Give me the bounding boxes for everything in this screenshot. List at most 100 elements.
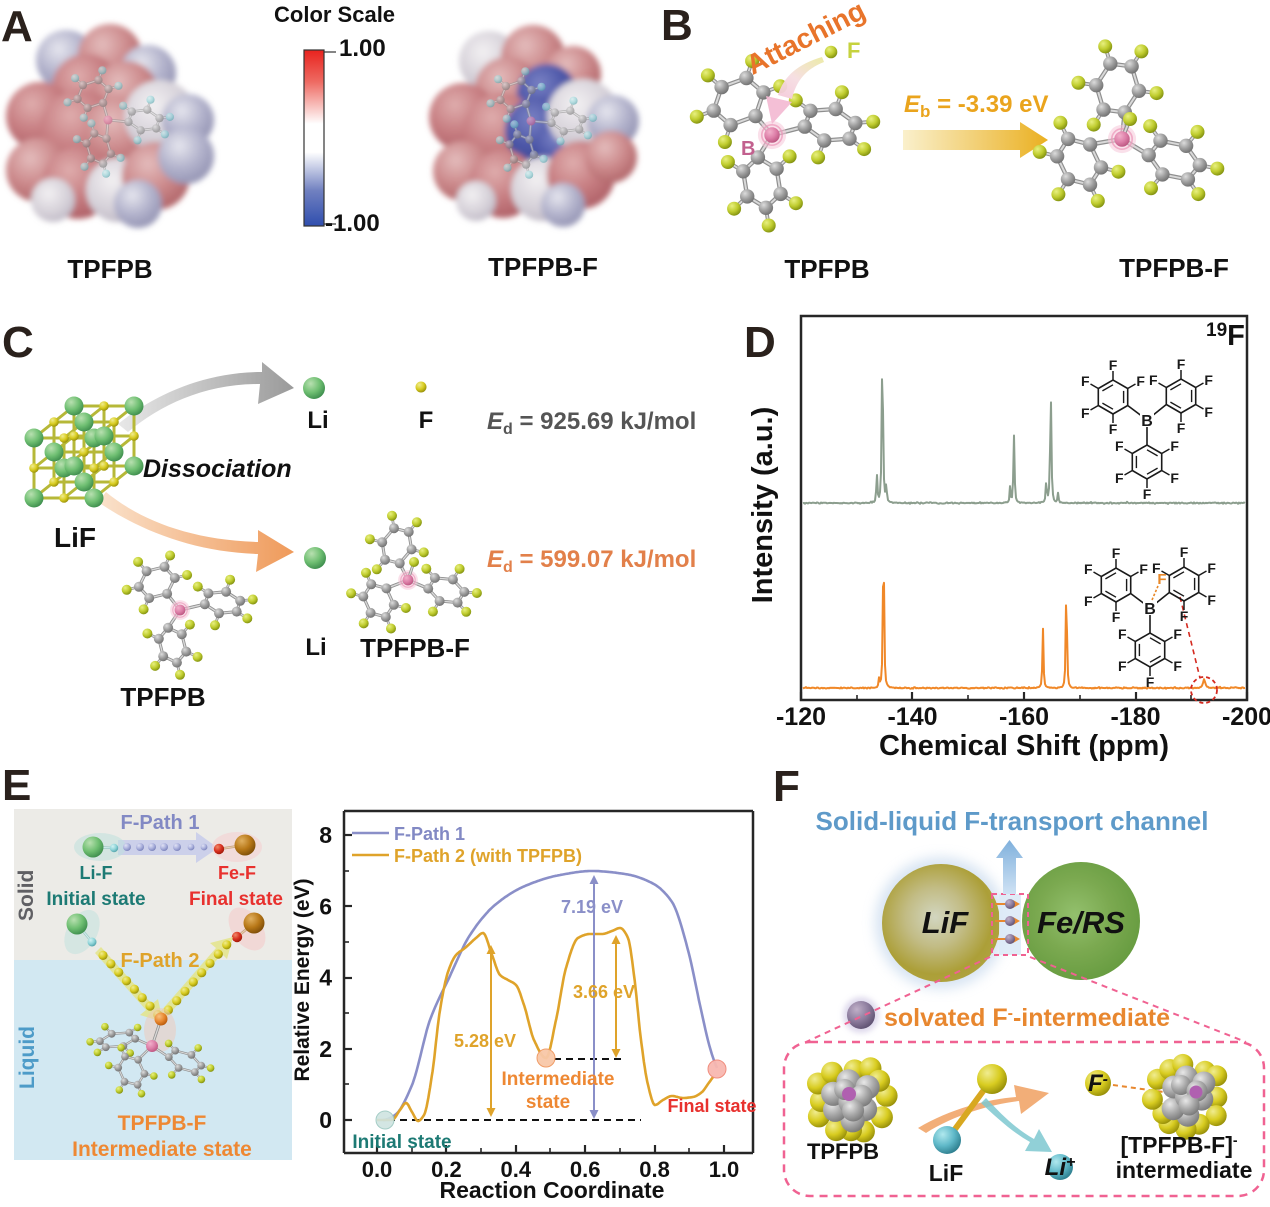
svg-text:F: F [1136,373,1145,389]
svg-text:F: F [1173,626,1182,642]
svg-text:5.28 eV: 5.28 eV [454,1031,516,1051]
svg-text:LiF: LiF [922,905,970,940]
svg-text:TPFPB-F: TPFPB-F [488,252,598,282]
svg-text:Final state: Final state [667,1096,756,1116]
svg-text:F: F [1109,357,1118,373]
svg-text:TPFPB-F: TPFPB-F [1119,253,1229,283]
svg-text:Solid: Solid [15,870,38,921]
svg-text:3.66 eV: 3.66 eV [573,982,635,1002]
svg-text:F: F [1115,438,1124,454]
svg-text:F: F [1207,560,1216,576]
svg-text:F: F [1207,592,1216,608]
svg-text:F: F [1170,470,1179,486]
svg-text:Ed = 925.69 kJ/mol: Ed = 925.69 kJ/mol [487,408,696,438]
svg-text:F: F [419,407,434,434]
svg-text:Relative Energy (eV): Relative Energy (eV) [291,878,314,1081]
svg-text:F: F [1204,404,1213,420]
svg-text:F: F [1170,438,1179,454]
svg-text:-200: -200 [1222,703,1270,731]
svg-text:Chemical Shift (ppm): Chemical Shift (ppm) [879,730,1169,762]
svg-text:F: F [1139,561,1148,577]
svg-text:1.00: 1.00 [339,35,386,62]
svg-text:Initial state: Initial state [46,889,145,910]
svg-text:[TPFPB-F]-: [TPFPB-F]- [1120,1132,1237,1158]
svg-text:solvated F--intermediate: solvated F--intermediate [884,1004,1170,1032]
svg-text:F: F [847,38,860,63]
svg-text:F: F [1081,373,1090,389]
svg-text:F-Path 2 (with TPFPB): F-Path 2 (with TPFPB) [394,846,582,866]
svg-text:LiF: LiF [54,522,96,553]
svg-text:19F: 19F [1206,320,1245,352]
svg-text:TPFPB-F: TPFPB-F [118,1112,207,1135]
svg-text:7.19 eV: 7.19 eV [561,897,623,917]
svg-text:8: 8 [319,822,332,848]
svg-text:4: 4 [319,965,332,991]
svg-text:F: F [1112,609,1121,625]
svg-text:F: F [1084,593,1093,609]
svg-text:F: F [1204,372,1213,388]
svg-text:state: state [526,1092,570,1113]
svg-text:F: F [1118,658,1127,674]
svg-text:TPFPB: TPFPB [67,254,152,284]
svg-text:Li-F: Li-F [80,863,113,883]
svg-text:Dissociation: Dissociation [143,455,292,483]
svg-text:TPFPB: TPFPB [784,254,869,284]
svg-text:0.0: 0.0 [362,1157,393,1182]
svg-text:2: 2 [319,1036,332,1062]
svg-text:F: F [1084,561,1093,577]
svg-text:Color Scale: Color Scale [274,2,395,27]
svg-text:TPFPB: TPFPB [807,1139,879,1164]
svg-text:-1.00: -1.00 [325,210,380,237]
svg-text:0.2: 0.2 [431,1157,462,1182]
svg-text:F: F [1149,372,1158,388]
svg-text:-160: -160 [999,703,1049,731]
svg-text:Liquid: Liquid [16,1026,39,1089]
svg-text:B: B [1141,413,1153,430]
svg-text:Intermediate state: Intermediate state [72,1138,252,1161]
svg-text:D: D [744,318,776,367]
svg-text:Eb = -3.39 eV: Eb = -3.39 eV [904,91,1048,121]
svg-text:Initial state: Initial state [352,1132,451,1153]
svg-text:intermediate: intermediate [1116,1157,1253,1183]
svg-text:F: F [1173,658,1182,674]
svg-text:Fe-F: Fe-F [218,863,256,883]
svg-text:Final state: Final state [189,889,283,910]
svg-text:Li: Li [305,634,326,661]
svg-text:Solid-liquid F-transport chann: Solid-liquid F-transport channel [816,806,1209,836]
svg-text:F: F [1180,608,1189,624]
svg-text:LiF: LiF [929,1160,964,1186]
svg-text:F-Path 1: F-Path 1 [394,824,465,844]
svg-text:F: F [1109,421,1118,437]
svg-text:F: F [1177,356,1186,372]
svg-text:F: F [1115,470,1124,486]
svg-text:Li: Li [307,407,328,434]
svg-text:B: B [661,1,693,50]
svg-text:A: A [1,2,33,51]
svg-text:F-Path 1: F-Path 1 [121,812,200,834]
svg-text:Ed = 599.07 kJ/mol: Ed = 599.07 kJ/mol [487,546,696,576]
svg-text:F: F [1081,405,1090,421]
svg-text:Intermediate: Intermediate [502,1069,615,1090]
svg-text:F: F [1118,626,1127,642]
svg-text:F: F [1157,571,1166,588]
svg-text:-140: -140 [887,703,937,731]
svg-text:F: F [773,762,800,811]
svg-text:Reaction Coordinate: Reaction Coordinate [440,1177,665,1203]
svg-text:F: F [1146,674,1155,690]
svg-text:TPFPB-F: TPFPB-F [360,633,470,663]
svg-text:0: 0 [319,1107,332,1133]
svg-text:TPFPB: TPFPB [120,682,205,712]
svg-text:B: B [741,138,755,160]
svg-text:C: C [2,318,34,367]
svg-text:1.0: 1.0 [709,1157,740,1182]
svg-text:F: F [1152,560,1161,576]
svg-text:0.4: 0.4 [501,1157,532,1182]
svg-text:F: F [1143,486,1152,502]
svg-text:F: F [1177,420,1186,436]
svg-text:-120: -120 [776,703,826,731]
svg-text:B: B [1144,601,1156,618]
svg-text:0.8: 0.8 [639,1157,670,1182]
svg-text:6: 6 [319,893,332,919]
svg-text:-180: -180 [1110,703,1160,731]
svg-text:F-Path 2: F-Path 2 [121,950,200,972]
